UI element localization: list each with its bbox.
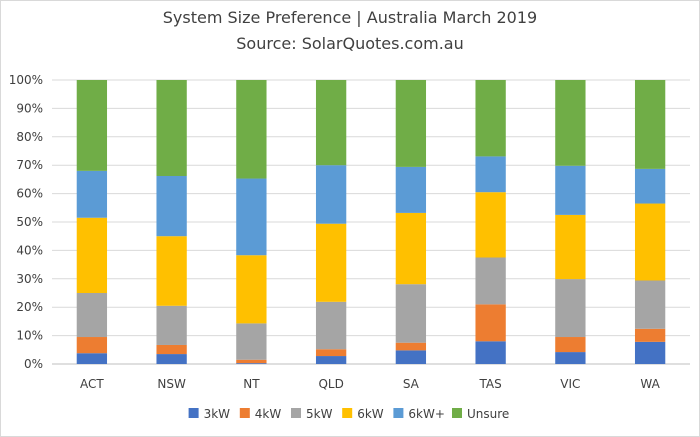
x-tick-label: QLD [318, 377, 343, 391]
bar-segment [555, 337, 586, 353]
bar-segment [475, 341, 506, 364]
legend-swatch [452, 408, 462, 418]
bar-segment [555, 80, 586, 166]
bar-segment [236, 178, 267, 256]
bar-segment [236, 255, 267, 324]
x-tick-label: SA [403, 377, 420, 391]
bars [76, 80, 666, 364]
bar-segment [555, 165, 586, 215]
bar-segment [395, 342, 427, 351]
y-tick-label: 40% [16, 243, 43, 257]
legend-label: 5kW [306, 407, 333, 421]
bar-segment [634, 80, 666, 169]
y-tick-label: 30% [16, 272, 43, 286]
bar-segment [475, 192, 506, 258]
x-tick-label: NSW [157, 377, 186, 391]
legend-label: 6kW [357, 407, 384, 421]
bar-segment [634, 328, 666, 342]
bar-segment [475, 156, 506, 193]
legend-swatch [393, 408, 404, 418]
y-tick-label: 50% [16, 215, 43, 229]
legend-label: Unsure [467, 407, 509, 421]
legend-label: 3kW [204, 407, 231, 421]
bar-segment [315, 165, 347, 224]
bar-segment [76, 293, 108, 338]
bar-segment [555, 214, 586, 280]
bar-segment [634, 203, 666, 281]
bar-segment [634, 341, 666, 364]
x-tick-label: VIC [560, 377, 580, 391]
bar-segment [395, 350, 427, 364]
bar-segment [555, 279, 586, 338]
bar-segment [156, 354, 187, 364]
x-axis-ticks: ACT NSW NT QLD SA TAS VIC WA [80, 377, 661, 391]
bar-segment [634, 168, 666, 204]
y-tick-label: 10% [16, 329, 43, 343]
legend-swatch [239, 408, 250, 418]
bar-segment [156, 175, 187, 237]
legend: 3kW 4kW 5kW 6kW 6kW+ Unsure [188, 407, 509, 421]
bar-segment [236, 80, 267, 179]
y-tick-label: 80% [16, 130, 43, 144]
bar-segment [76, 170, 108, 218]
bar-segment [76, 80, 108, 171]
x-tick-label: TAS [479, 377, 502, 391]
bar-segment [475, 304, 506, 342]
bar-segment [156, 80, 187, 176]
bar-segment [315, 80, 347, 166]
bar-segment [315, 301, 347, 350]
bar-segment [395, 284, 427, 343]
bar-segment [236, 323, 267, 360]
bar-segment [236, 363, 267, 364]
y-tick-label: 60% [16, 187, 43, 201]
bar-segment [475, 257, 506, 305]
bar-segment [555, 352, 586, 364]
x-tick-label: NT [243, 377, 260, 391]
y-tick-label: 0% [24, 357, 43, 371]
y-tick-label: 20% [16, 300, 43, 314]
bar-segment [315, 356, 347, 364]
bar-segment [156, 236, 187, 306]
legend-swatch [188, 408, 199, 418]
gridlines [52, 79, 690, 365]
bar-segment [76, 353, 108, 364]
y-tick-label: 90% [16, 101, 43, 115]
bar-segment [395, 212, 427, 285]
y-axis-ticks: 0% 10% 20% 30% 40% 50% 60% 70% 80% 90% 100% [9, 73, 43, 371]
bar-segment [315, 349, 347, 357]
chart-title: System Size Preference | Australia March… [162, 8, 538, 27]
bar-segment [236, 359, 267, 364]
x-tick-label: ACT [80, 377, 104, 391]
chart-subtitle: Source: SolarQuotes.com.au [236, 34, 464, 53]
x-tick-label: WA [640, 377, 660, 391]
bar-segment [395, 166, 427, 213]
bar-segment [156, 305, 187, 345]
bar-segment [475, 80, 506, 157]
legend-swatch [291, 408, 301, 418]
y-tick-label: 100% [9, 73, 43, 87]
legend-label: 6kW+ [408, 407, 445, 421]
legend-swatch [342, 408, 353, 418]
y-tick-label: 70% [16, 158, 43, 172]
bar-segment [156, 344, 187, 355]
bar-segment [395, 80, 427, 167]
bar-segment [315, 223, 347, 302]
bar-segment [76, 217, 108, 293]
bar-segment [76, 337, 108, 354]
bar-segment [634, 280, 666, 329]
legend-label: 4kW [255, 407, 282, 421]
